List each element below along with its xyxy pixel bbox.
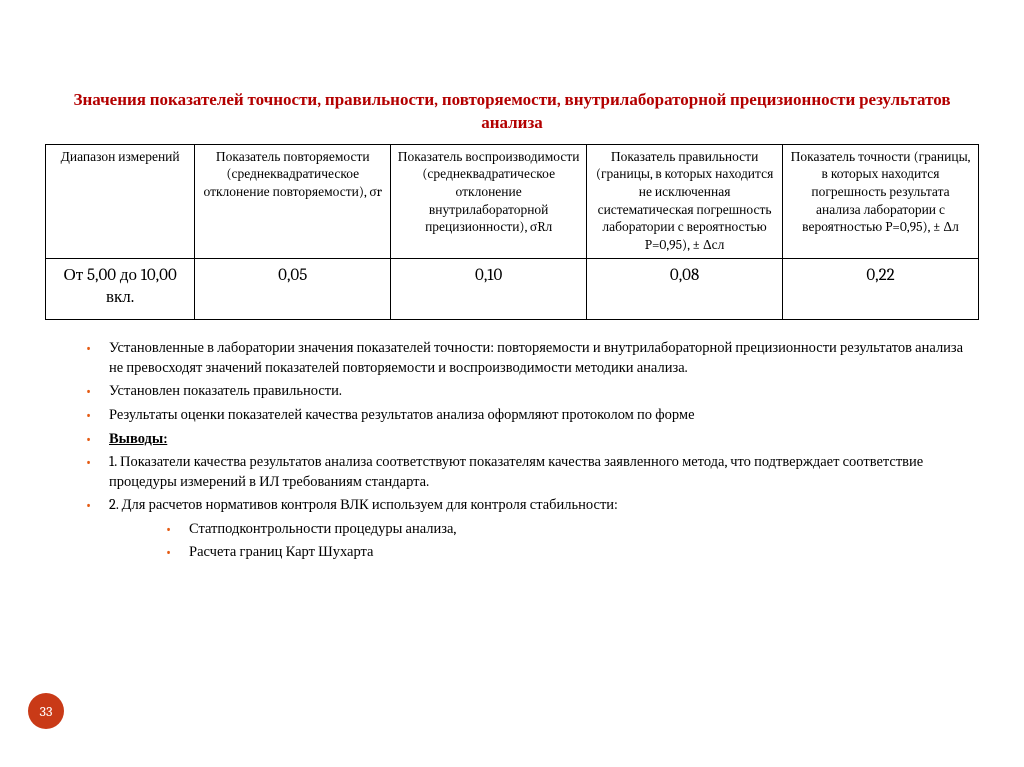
table-row: От 5,00 до 10,00 вкл. 0,05 0,10 0,08 0,2…	[46, 259, 979, 320]
metrics-table: Диапазон измерений Показатель повторяемо…	[45, 144, 979, 320]
list-item: Результаты оценки показателей качества р…	[85, 405, 979, 425]
slide-title: Значения показателей точности, правильно…	[45, 90, 979, 136]
cell-v3: 0,08	[587, 259, 783, 320]
cell-range: От 5,00 до 10,00 вкл.	[46, 259, 195, 320]
list-item: Установлен показатель правильности.	[85, 381, 979, 401]
bullet-list: Установленные в лаборатории значения пок…	[45, 338, 979, 562]
col-accuracy: Показатель точности (границы, в которых …	[783, 144, 979, 258]
cell-v2: 0,10	[391, 259, 587, 320]
col-repeatability: Показатель повторяемости (среднеквадрати…	[195, 144, 391, 258]
list-item-sub: Статподконтрольности процедуры анализа,	[165, 519, 979, 539]
list-item: 1. Показатели качества результатов анали…	[85, 452, 979, 491]
list-item: Выводы:	[85, 429, 979, 449]
conclusions-heading: Выводы:	[109, 430, 167, 447]
col-correctness: Показатель правильности (границы, в кото…	[587, 144, 783, 258]
list-item: Установленные в лаборатории значения пок…	[85, 338, 979, 377]
list-item: 2. Для расчетов нормативов контроля ВЛК …	[85, 495, 979, 515]
page-number-badge: 33	[28, 693, 64, 729]
table-header-row: Диапазон измерений Показатель повторяемо…	[46, 144, 979, 258]
col-range: Диапазон измерений	[46, 144, 195, 258]
list-item-sub: Расчета границ Карт Шухарта	[165, 542, 979, 562]
col-reproducibility: Показатель воспроизводимости (среднеквад…	[391, 144, 587, 258]
cell-v1: 0,05	[195, 259, 391, 320]
cell-v4: 0,22	[783, 259, 979, 320]
